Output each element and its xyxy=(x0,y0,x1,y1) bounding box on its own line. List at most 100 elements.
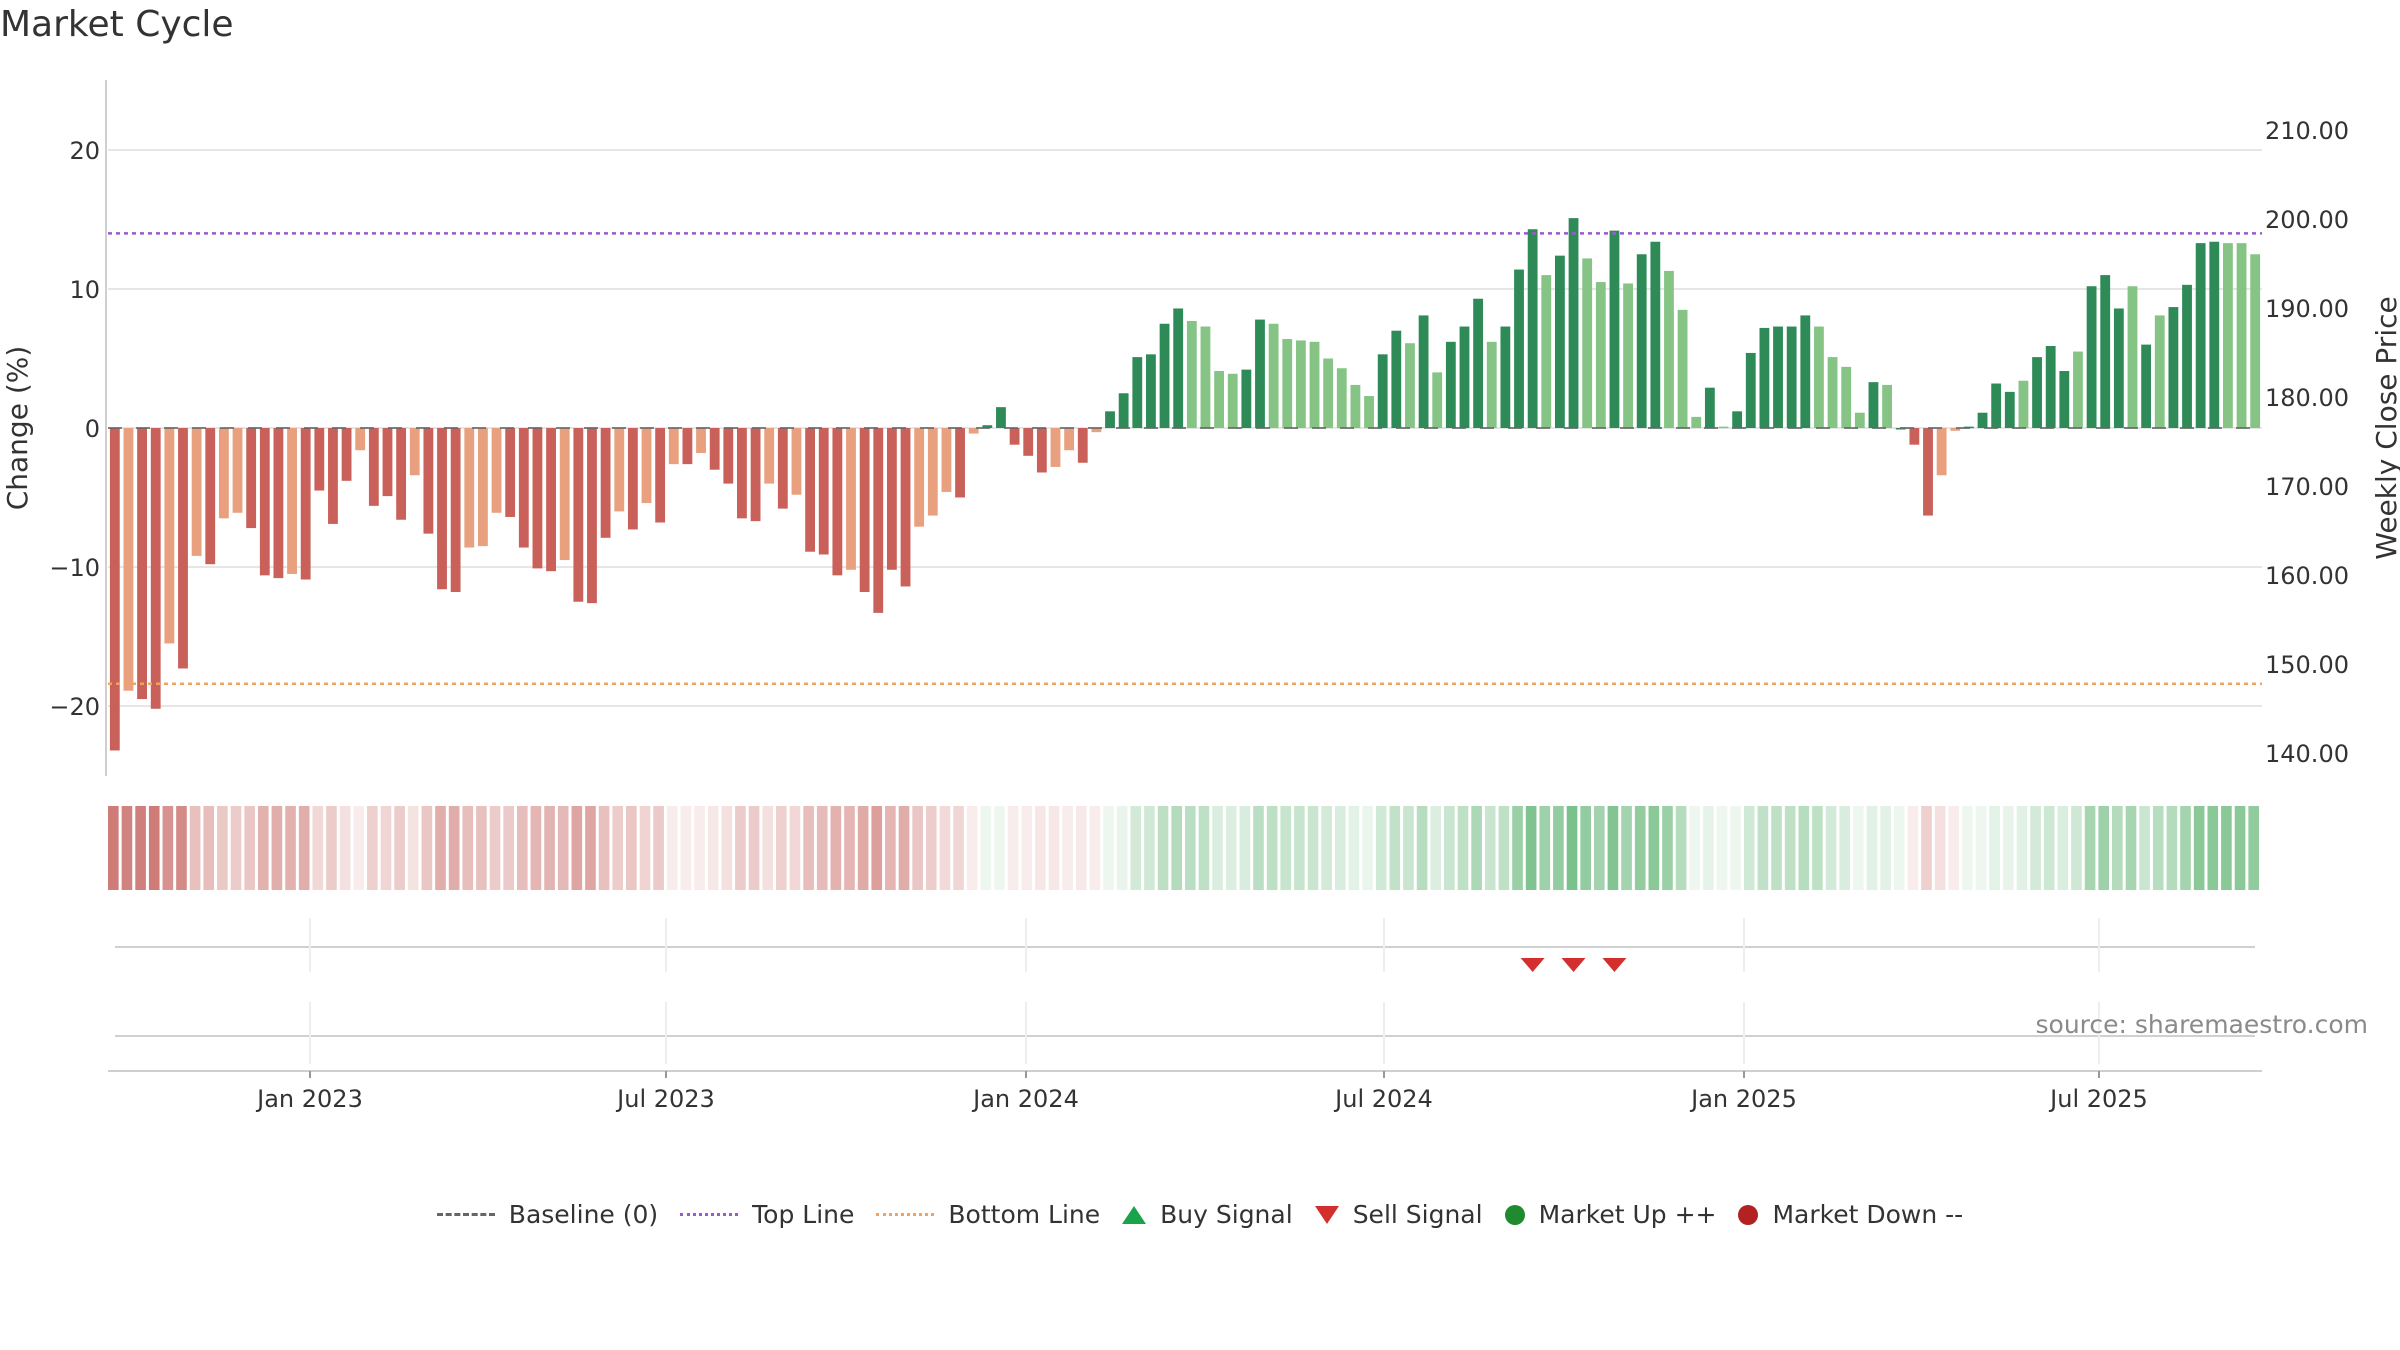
heat-cell xyxy=(394,806,405,890)
bar xyxy=(818,428,829,555)
bar xyxy=(927,428,938,516)
bar xyxy=(2141,344,2152,428)
heat-cell xyxy=(789,806,801,890)
heat-cell xyxy=(1253,806,1264,890)
legend-label: Market Down -- xyxy=(1772,1200,1964,1229)
bar xyxy=(259,428,270,576)
bar xyxy=(1595,282,1606,428)
heat-cell xyxy=(1007,806,1019,890)
heat-cell xyxy=(2248,806,2259,890)
bar xyxy=(464,428,475,548)
bar xyxy=(1377,354,1388,428)
heat-cell xyxy=(1907,806,1919,890)
legend-item[interactable]: Market Up ++ xyxy=(1504,1200,1716,1229)
heat-cell xyxy=(544,806,555,890)
bar xyxy=(2059,371,2070,428)
bar xyxy=(1268,323,1279,428)
bar xyxy=(1186,320,1197,428)
bar xyxy=(409,428,420,476)
bar xyxy=(1582,258,1593,428)
heat-cell xyxy=(762,806,774,890)
sell-signal-marker xyxy=(1561,958,1586,972)
bar xyxy=(1432,372,1443,428)
heat-cell xyxy=(2030,806,2041,890)
legend-item[interactable]: Baseline (0) xyxy=(436,1200,658,1229)
heat-cell xyxy=(1444,806,1455,890)
bar xyxy=(2154,315,2165,428)
heat-cell xyxy=(1157,806,1169,890)
heat-cell xyxy=(162,806,174,890)
heat-cell xyxy=(285,806,296,890)
heat-cell xyxy=(503,806,514,890)
bar xyxy=(273,428,284,579)
legend-item[interactable]: Buy Signal xyxy=(1122,1200,1293,1229)
bar xyxy=(955,428,965,498)
heat-cell xyxy=(2112,806,2123,890)
bar xyxy=(1118,393,1129,428)
heat-cell xyxy=(1621,806,1632,890)
legend-item[interactable]: Top Line xyxy=(680,1200,854,1229)
bar xyxy=(109,428,120,751)
bar xyxy=(1623,283,1633,428)
heat-cell xyxy=(2098,806,2110,890)
heat-cell xyxy=(1348,806,1360,890)
heat-cell xyxy=(1021,806,1033,890)
heat-cell xyxy=(966,806,978,890)
legend-item[interactable]: Sell Signal xyxy=(1314,1200,1483,1229)
y-tick-label: 0 xyxy=(85,415,100,443)
heat-cell xyxy=(1389,806,1401,890)
legend-item[interactable]: Bottom Line xyxy=(876,1200,1100,1229)
heat-cell xyxy=(1893,806,1905,890)
heat-cell xyxy=(1866,806,1878,890)
heat-cell xyxy=(1498,806,1510,890)
heat-cell xyxy=(326,806,337,890)
sell-signal-marker xyxy=(1520,958,1545,972)
heat-cell xyxy=(1607,806,1619,890)
heat-cell xyxy=(1430,806,1442,890)
bar xyxy=(1227,373,1238,428)
heat-cell xyxy=(557,806,569,890)
bar xyxy=(2113,308,2124,428)
x-tick-label: Jul 2025 xyxy=(2048,1085,2148,1113)
bar xyxy=(737,428,747,519)
heat-cell xyxy=(1144,806,1155,890)
heat-cell xyxy=(844,806,855,890)
bar xyxy=(1541,275,1552,428)
bar xyxy=(437,428,447,590)
bar xyxy=(478,428,488,547)
bar xyxy=(546,428,556,572)
heat-cell xyxy=(1512,806,1523,890)
bar xyxy=(1295,340,1306,428)
bar xyxy=(1745,352,1756,428)
bar xyxy=(2073,351,2083,428)
heat-cell xyxy=(217,806,228,890)
bar xyxy=(368,428,379,506)
bar xyxy=(832,428,843,576)
legend-label: Bottom Line xyxy=(948,1200,1101,1229)
heat-cell xyxy=(1689,806,1701,890)
bar xyxy=(150,428,161,709)
bar xyxy=(859,428,870,593)
bar xyxy=(1977,412,1988,428)
bar xyxy=(1718,426,1729,429)
bar xyxy=(709,428,720,470)
bar xyxy=(1732,411,1743,428)
heat-cell xyxy=(1784,806,1796,890)
y2-tick-label: 160.00 xyxy=(2265,562,2349,590)
bar xyxy=(846,428,856,570)
bar xyxy=(1132,357,1143,428)
bar xyxy=(1009,428,1020,445)
bar xyxy=(1514,269,1524,428)
bar xyxy=(805,428,816,552)
heat-cell xyxy=(148,806,160,890)
legend-item[interactable]: Market Down -- xyxy=(1738,1200,1963,1229)
bar xyxy=(682,428,693,465)
heat-cell xyxy=(2043,806,2055,890)
heat-cell xyxy=(476,806,487,890)
heat-cell xyxy=(707,806,719,890)
legend-swatch-dash xyxy=(436,1213,495,1216)
bar xyxy=(1609,230,1620,428)
bar xyxy=(1241,369,1252,428)
bar xyxy=(573,428,584,602)
heat-cell xyxy=(598,806,610,890)
